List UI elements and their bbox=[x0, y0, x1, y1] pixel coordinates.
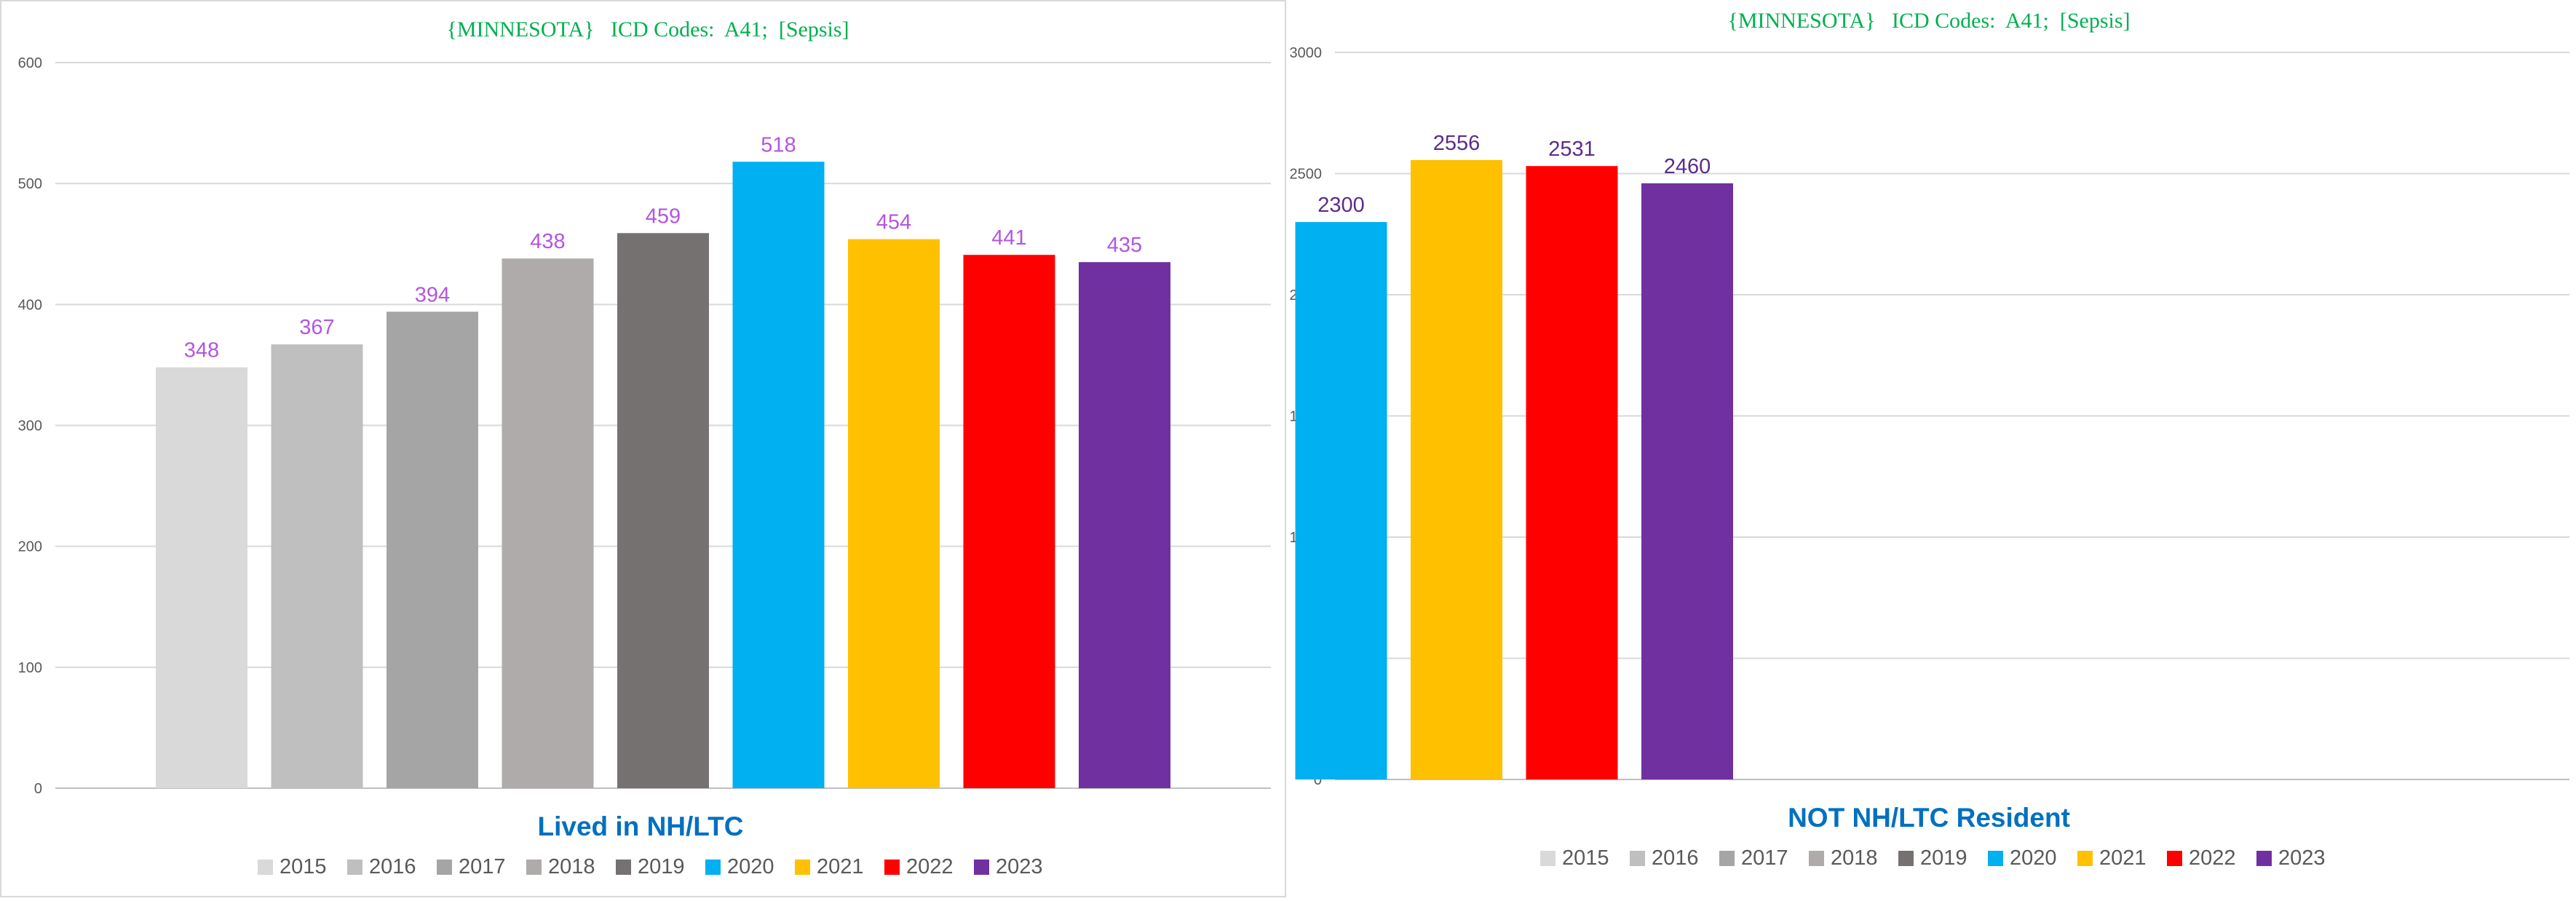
y-tick-label: 600 bbox=[18, 55, 42, 71]
chart-title: {MINNESOTA} ICD Codes: A41; [Sepsis] bbox=[446, 17, 849, 41]
legend-swatch-2022 bbox=[884, 860, 900, 875]
legend-label-2023: 2023 bbox=[996, 855, 1043, 878]
left-chart-panel: {MINNESOTA} ICD Codes: A41; [Sepsis] 0 10… bbox=[0, 0, 1286, 897]
legend-swatch-2015 bbox=[1540, 851, 1555, 866]
legend-label-2019: 2019 bbox=[1920, 846, 1967, 870]
legend-swatch-2019 bbox=[616, 860, 631, 875]
legend-label-2021: 2021 bbox=[817, 855, 864, 878]
y-tick-label: 300 bbox=[18, 418, 42, 434]
legend-label-2015: 2015 bbox=[1562, 846, 1609, 870]
data-label-2020: 518 bbox=[761, 133, 796, 156]
chart-subtitle: Lived in NH/LTC bbox=[538, 811, 744, 841]
legend-swatch-2022 bbox=[2167, 851, 2182, 866]
y-tick-label: 0 bbox=[34, 781, 42, 797]
data-label-2021: 454 bbox=[876, 211, 911, 234]
bar-2020 bbox=[732, 162, 825, 789]
legend-label-2018: 2018 bbox=[548, 855, 595, 878]
y-tick-label: 400 bbox=[18, 297, 42, 313]
bar-2019 bbox=[617, 233, 709, 788]
legend-swatch-2018 bbox=[526, 860, 542, 875]
data-label-2016: 367 bbox=[299, 316, 334, 339]
data-label-2018: 438 bbox=[530, 230, 565, 253]
y-tick-label: 200 bbox=[18, 539, 42, 555]
data-label-2023: 435 bbox=[1107, 234, 1142, 257]
legend-swatch-2016 bbox=[347, 860, 362, 875]
legend-label-2022: 2022 bbox=[2189, 846, 2236, 870]
chart-subtitle: NOT NH/LTC Resident bbox=[1788, 803, 2070, 833]
data-label-2022: 2531 bbox=[1548, 138, 1596, 161]
legend-swatch-2021 bbox=[795, 860, 810, 875]
data-label-2019: 459 bbox=[646, 205, 681, 228]
bar-2023 bbox=[1079, 262, 1170, 788]
right-chart-panel: {MINNESOTA} ICD Codes: A41; [Sepsis] 050… bbox=[718, 0, 2576, 897]
legend-swatch-2016 bbox=[1630, 851, 1645, 866]
bar-2022 bbox=[963, 255, 1055, 789]
data-label-2020: 2300 bbox=[1317, 194, 1365, 217]
bar-2020 bbox=[1295, 222, 1387, 780]
bar-2021 bbox=[848, 239, 940, 788]
data-label-2015: 348 bbox=[184, 339, 219, 362]
chart-title: {MINNESOTA} ICD Codes: A41; [Sepsis] bbox=[1727, 9, 2130, 33]
legend-swatch-2023 bbox=[974, 860, 989, 875]
y-tick-label: 3000 bbox=[1290, 45, 1323, 61]
legend-label-2021: 2021 bbox=[2099, 846, 2147, 870]
bar-2016 bbox=[271, 344, 363, 788]
legend-swatch-2020 bbox=[705, 860, 721, 875]
bar-2015 bbox=[156, 367, 247, 788]
bar-2022 bbox=[1526, 166, 1618, 779]
bar-2017 bbox=[387, 311, 478, 788]
legend-swatch-2015 bbox=[258, 860, 273, 875]
legend-label-2022: 2022 bbox=[906, 855, 954, 878]
bar-2018 bbox=[502, 258, 594, 788]
chart-nh-ltc: {MINNESOTA} ICD Codes: A41; [Sepsis] 0 10… bbox=[18, 17, 1271, 878]
data-label-2023: 2460 bbox=[1664, 155, 1711, 178]
legend-label-2017: 2017 bbox=[459, 855, 506, 878]
bar-2021 bbox=[1411, 159, 1502, 780]
legend-swatch-2023 bbox=[2256, 851, 2272, 866]
legend-label-2016: 2016 bbox=[1652, 846, 1699, 870]
data-label-2021: 2556 bbox=[1433, 132, 1481, 155]
legend-swatch-2018 bbox=[1809, 851, 1824, 866]
y-tick-label: 0 bbox=[1314, 772, 1322, 788]
legend-label-2020: 2020 bbox=[2010, 846, 2057, 870]
legend-swatch-2019 bbox=[1898, 851, 1914, 866]
legend-swatch-2020 bbox=[1988, 851, 2003, 866]
legend-swatch-2017 bbox=[1719, 851, 1735, 866]
bar-2023 bbox=[1641, 183, 1733, 779]
chart-not-nh-ltc: {MINNESOTA} ICD Codes: A41; [Sepsis] 050… bbox=[718, 9, 2569, 870]
legend-label-2020: 2020 bbox=[727, 855, 774, 878]
legend-label-2023: 2023 bbox=[2278, 846, 2326, 870]
legend-label-2016: 2016 bbox=[369, 855, 416, 878]
legend-label-2015: 2015 bbox=[280, 855, 327, 878]
data-label-2022: 441 bbox=[991, 226, 1026, 250]
y-tick-label: 500 bbox=[18, 176, 42, 192]
data-label-2017: 394 bbox=[415, 283, 450, 306]
legend-label-2019: 2019 bbox=[638, 855, 685, 878]
legend-swatch-2021 bbox=[2077, 851, 2093, 866]
y-tick-label: 2500 bbox=[1290, 167, 1323, 183]
legend-label-2018: 2018 bbox=[1831, 846, 1878, 870]
legend-swatch-2017 bbox=[437, 860, 452, 875]
y-tick-label: 100 bbox=[18, 660, 42, 676]
legend-label-2017: 2017 bbox=[1741, 846, 1788, 870]
